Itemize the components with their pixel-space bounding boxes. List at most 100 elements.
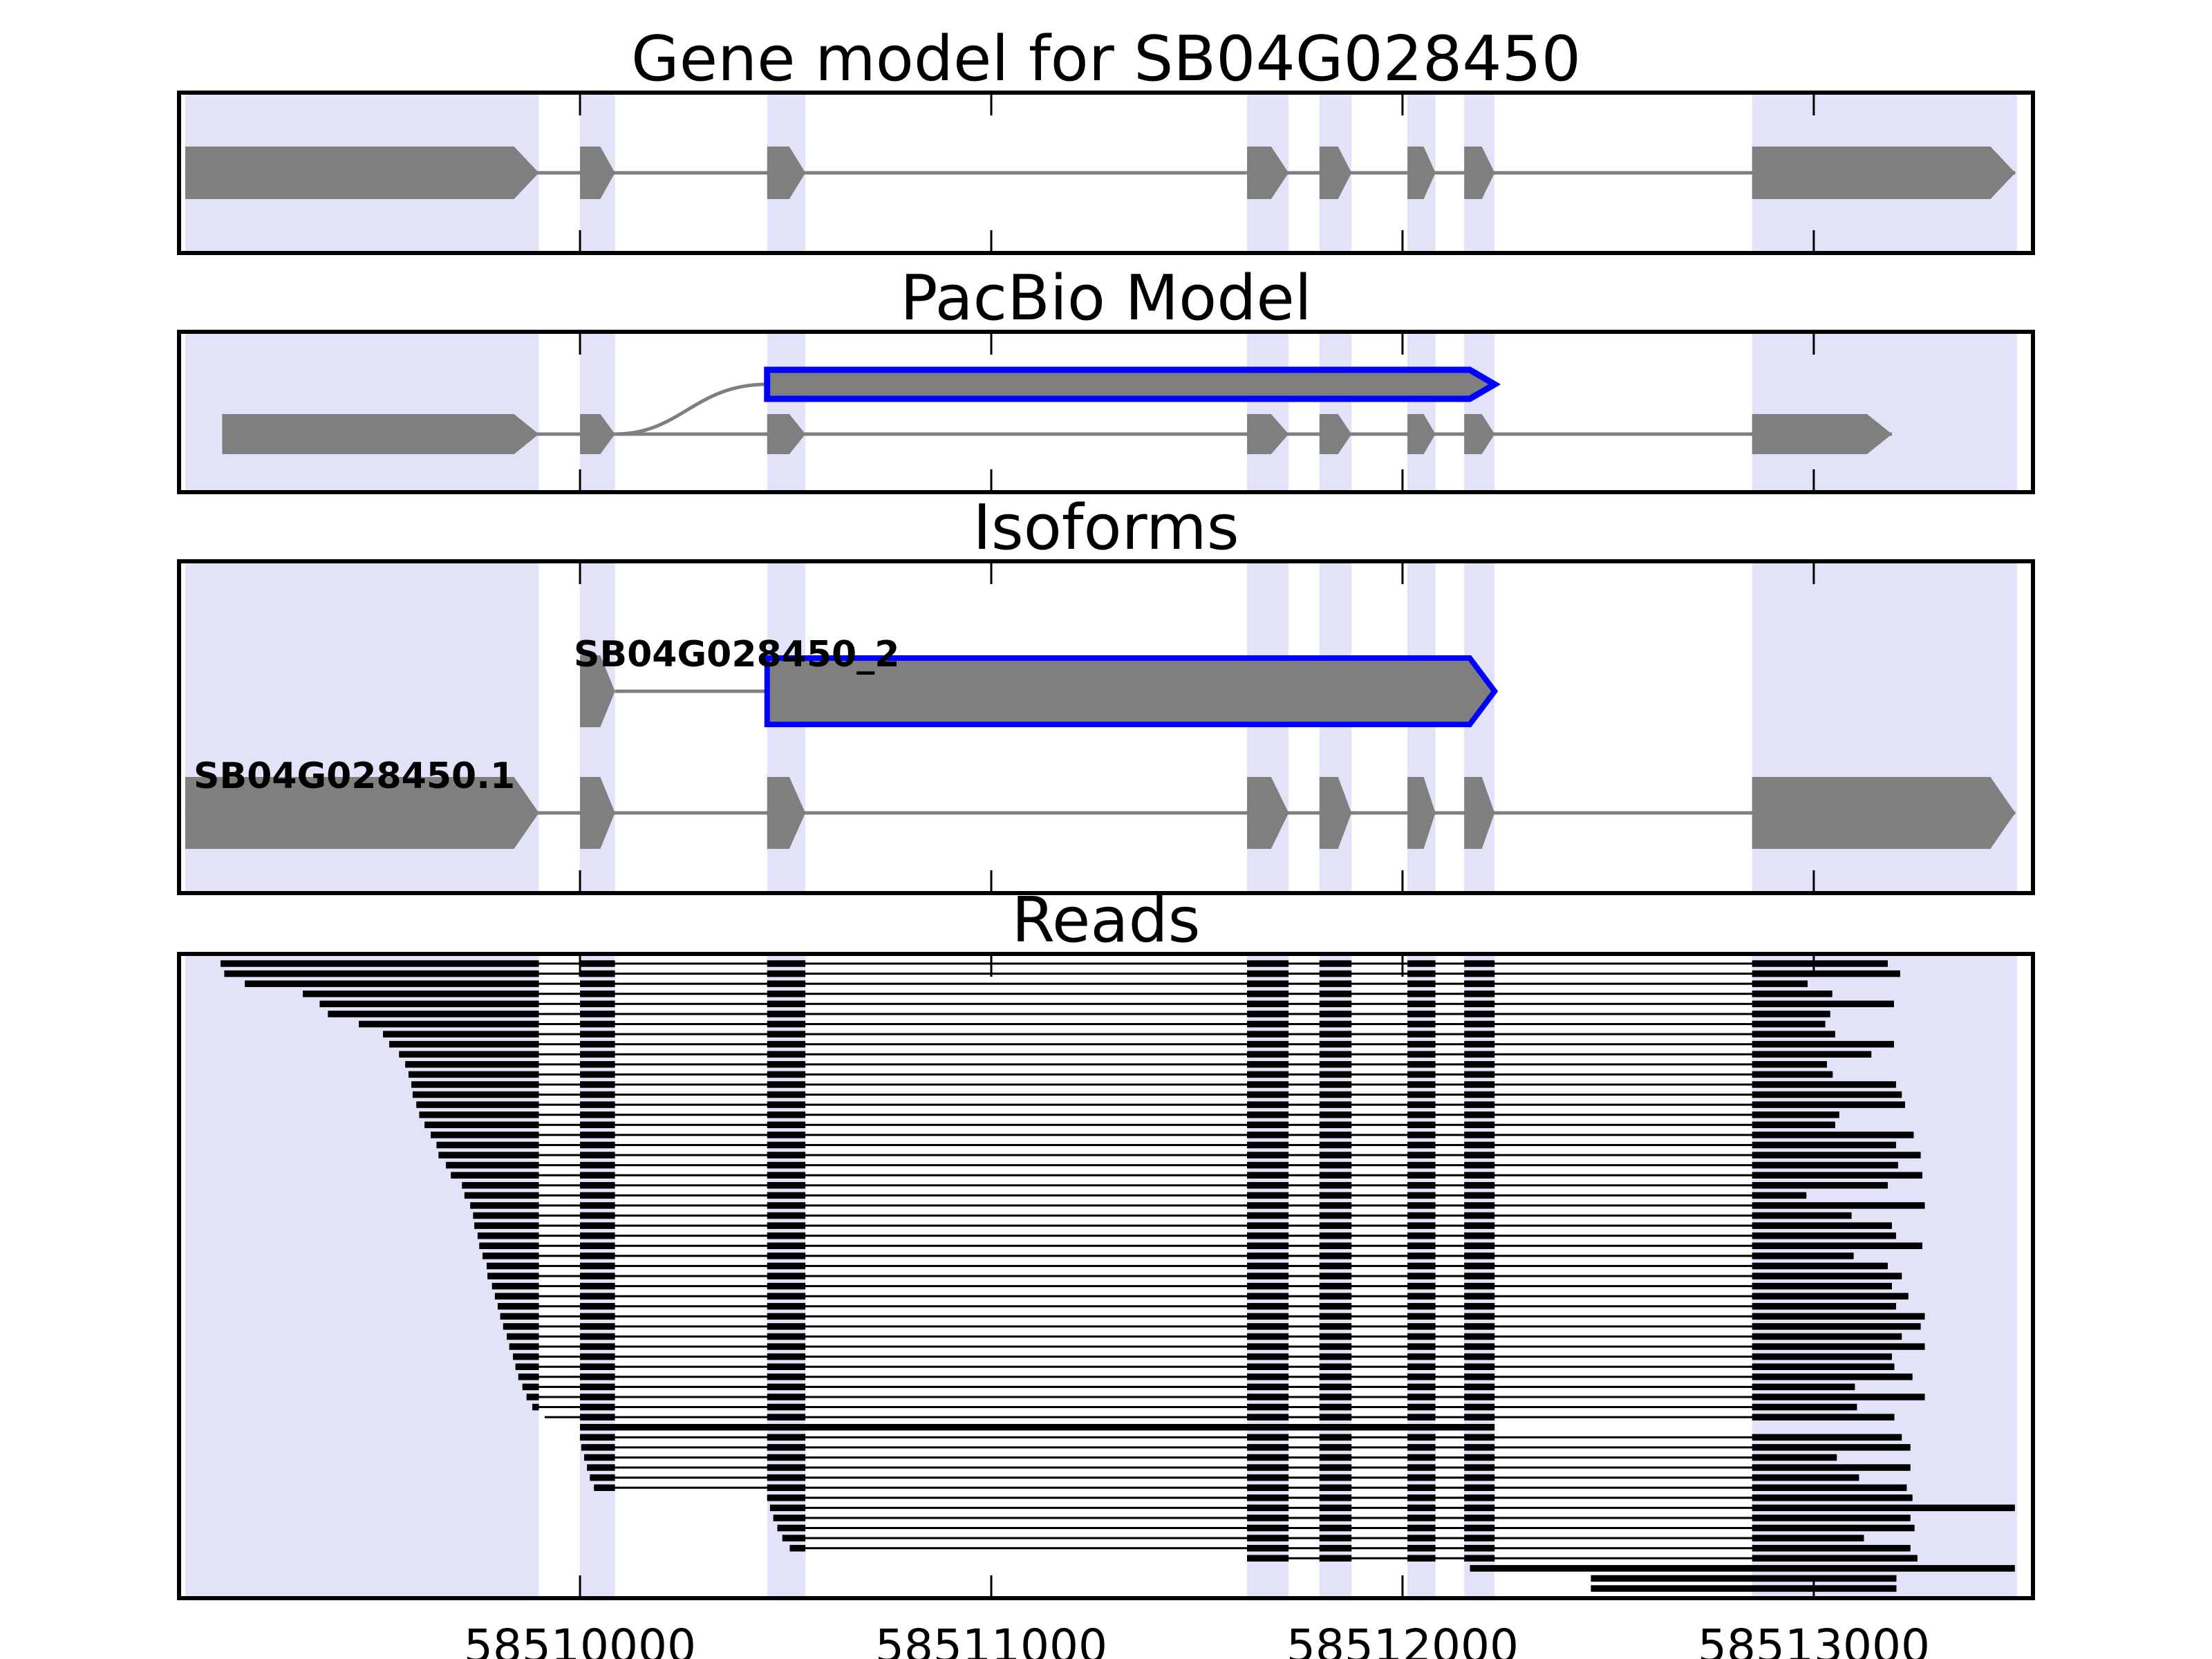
exon-block <box>222 414 539 454</box>
axis-tick-top <box>990 95 993 115</box>
read-exon-segment <box>1407 1081 1436 1088</box>
read-exon-segment <box>1407 1555 1436 1562</box>
axis-tick-top <box>990 563 993 584</box>
read-row <box>500 1313 1925 1320</box>
read-exon-segment <box>1752 1101 1905 1108</box>
read-exon-segment <box>1247 1253 1289 1259</box>
read-exon-segment <box>1247 1061 1289 1068</box>
read-exon-segment <box>1407 990 1436 997</box>
read-exon-segment <box>1407 1474 1436 1481</box>
read-exon-segment <box>767 1081 806 1088</box>
read-exon-segment <box>767 1374 806 1380</box>
read-exon-segment <box>1319 1101 1352 1108</box>
read-exon-segment <box>767 1040 806 1048</box>
pacbio-block <box>764 366 1501 402</box>
read-exon-segment <box>1464 1000 1495 1008</box>
read-exon-segment <box>487 1273 539 1280</box>
read-exon-segment <box>1464 1031 1495 1038</box>
read-exon-segment <box>498 1302 539 1310</box>
read-exon-segment <box>494 1293 539 1300</box>
read-exon-segment <box>1319 1081 1352 1088</box>
read-exon-segment <box>1407 1202 1436 1209</box>
axis-tick-top <box>1401 95 1404 115</box>
read-exon-segment <box>580 1212 615 1219</box>
read-exon-segment <box>767 1434 806 1441</box>
read-exon-segment <box>1319 1253 1352 1259</box>
read-exon-segment <box>1247 1544 1289 1552</box>
read-exon-segment <box>1247 1141 1289 1149</box>
read-exon-segment <box>1247 1192 1289 1199</box>
read-intron-line <box>358 1022 1826 1025</box>
read-exon-segment <box>767 1242 806 1250</box>
read-exon-segment <box>767 1121 806 1129</box>
read-exon-segment <box>1752 1051 1872 1058</box>
read-row <box>594 1484 1907 1491</box>
read-exon-segment <box>1247 1353 1289 1360</box>
read-exon-segment <box>1247 1414 1289 1421</box>
read-exon-segment <box>1319 980 1352 987</box>
read-exon-segment <box>1407 1040 1436 1048</box>
exon-block <box>1464 777 1495 849</box>
read-exon-segment <box>1464 1544 1495 1552</box>
read-intron-line <box>518 1376 1913 1378</box>
read-exon-segment <box>1407 1454 1436 1461</box>
read-exon-segment <box>1319 1212 1352 1219</box>
read-row <box>1470 1565 2015 1572</box>
read-exon-segment <box>580 1383 615 1391</box>
read-exon-segment <box>1247 1293 1289 1300</box>
read-exon-segment <box>767 990 806 997</box>
read-exon-segment <box>1319 1333 1352 1340</box>
read-exon-segment <box>1319 1504 1352 1512</box>
read-exon-segment <box>767 1161 806 1169</box>
exon-block <box>1247 414 1289 454</box>
read-exon-segment <box>1319 1464 1352 1471</box>
axis-tick-bottom <box>1401 870 1404 891</box>
read-exon-segment <box>1464 1020 1495 1028</box>
read-exon-segment <box>1464 1222 1495 1229</box>
read-exon-segment <box>1319 1363 1352 1370</box>
read-exon-segment <box>584 1454 615 1461</box>
read-exon-segment <box>1247 1343 1289 1350</box>
read-exon-segment <box>1407 1434 1436 1441</box>
read-exon-segment <box>1247 1333 1289 1340</box>
read-intron-line <box>224 973 1900 975</box>
read-exon-segment <box>473 1212 539 1219</box>
read-row <box>773 1515 1911 1521</box>
read-row <box>580 1423 1495 1431</box>
read-exon-segment <box>767 1343 806 1350</box>
exon-block <box>1407 777 1436 849</box>
read-exon-segment <box>1464 1363 1495 1370</box>
read-intron-line <box>328 1013 1830 1015</box>
read-exon-segment <box>1407 1182 1436 1189</box>
exon-block <box>1464 147 1495 199</box>
read-exon-segment <box>580 1000 615 1008</box>
read-exon-segment <box>1752 1061 1827 1068</box>
read-exon-segment <box>1319 1414 1352 1421</box>
read-exon-segment <box>1319 1474 1352 1481</box>
x-tick-label-58512000: 58512000 <box>1286 1620 1519 1659</box>
read-exon-segment <box>383 1031 539 1038</box>
read-exon-segment <box>1752 1343 1925 1350</box>
exon-block <box>1752 414 1892 454</box>
x-tick-label-58510000: 58510000 <box>464 1620 696 1659</box>
read-exon-segment <box>1407 1504 1436 1512</box>
read-exon-segment <box>1247 1111 1289 1118</box>
read-exon-segment <box>1752 1403 1857 1411</box>
read-exon-segment <box>477 1232 539 1239</box>
read-exon-segment <box>580 1293 615 1300</box>
read-exon-segment <box>767 1454 806 1461</box>
read-exon-segment <box>1464 1524 1495 1532</box>
read-exon-segment <box>1247 1222 1289 1229</box>
exon-block <box>1247 777 1289 849</box>
read-exon-segment <box>580 1141 615 1149</box>
read-exon-segment <box>580 1020 615 1028</box>
read-exon-segment <box>580 1374 615 1380</box>
read-exon-segment <box>1319 1555 1352 1562</box>
read-exon-segment <box>580 1172 615 1179</box>
read-exon-segment <box>1319 1222 1352 1229</box>
read-exon-segment <box>1752 1111 1839 1118</box>
read-row <box>487 1273 1902 1280</box>
isoform-label-2: SB04G028450_2 <box>574 634 899 675</box>
read-exon-segment <box>1407 1111 1436 1118</box>
read-row <box>479 1242 1922 1250</box>
